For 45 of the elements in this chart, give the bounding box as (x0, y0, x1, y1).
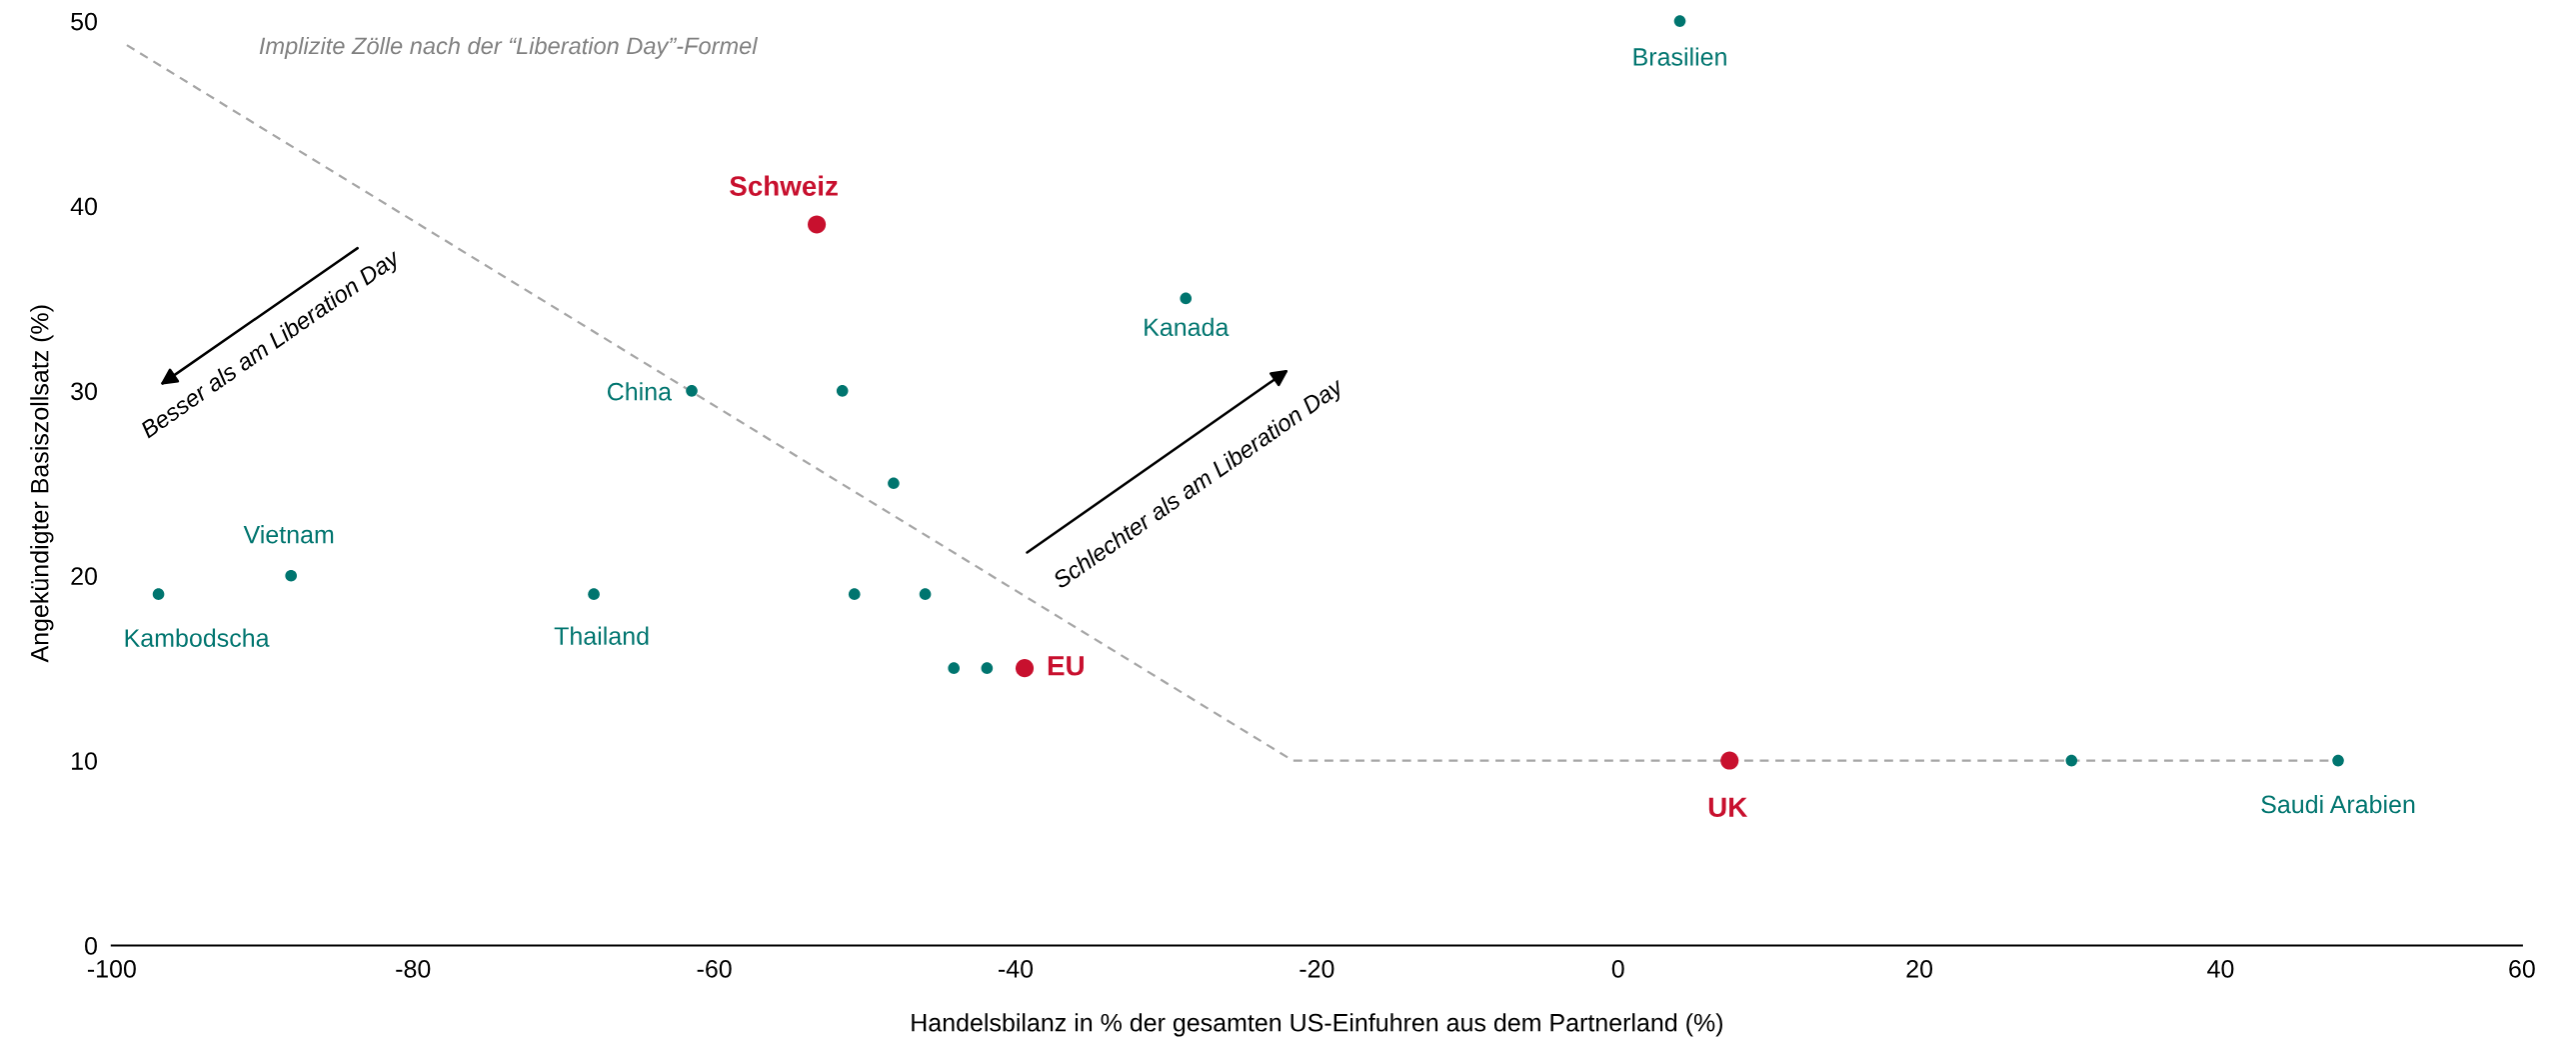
data-label: Brasilien (1633, 47, 1726, 66)
y-tick-label: 50 (71, 12, 97, 31)
point (1720, 751, 1739, 770)
data-label: Vietnam (243, 525, 334, 544)
x-tick-label: -60 (697, 959, 732, 978)
y-tick-label: 40 (70, 197, 97, 216)
point (1673, 15, 1686, 27)
point (2065, 754, 2078, 767)
x-tick-label: -80 (396, 959, 431, 978)
point (808, 215, 827, 234)
data-label: Kambodscha (125, 628, 270, 647)
point (686, 385, 698, 397)
data-label: UK (1708, 797, 1748, 818)
data-label: Schweiz (730, 175, 838, 196)
data-label: China (607, 382, 672, 401)
point (1015, 659, 1035, 678)
point (2332, 754, 2344, 767)
x-tick-label: 60 (2509, 959, 2535, 978)
y-tick-label: 20 (71, 567, 97, 585)
point (981, 662, 994, 674)
y-tick-label: 30 (71, 382, 97, 401)
point (588, 588, 600, 600)
point (888, 477, 900, 490)
x-tick-label: -20 (1299, 959, 1334, 978)
x-axis-title: Handelsbilanz in % der gesamten US-Einfuhren aus dem Partnerland (%) (912, 1013, 1722, 1037)
data-label: Saudi Arabien (2261, 794, 2415, 814)
point (948, 662, 961, 674)
point (919, 588, 932, 600)
point (1180, 292, 1193, 305)
point (836, 385, 849, 397)
text: Implizite Zölle nach der “Liberation Day”-Formel (259, 36, 759, 59)
point (848, 588, 861, 600)
data-label: EU (1048, 656, 1084, 676)
x-tick-label: 0 (1611, 959, 1624, 978)
x-tick-label: 20 (1906, 959, 1933, 978)
x-tick-label: 40 (2207, 959, 2234, 978)
point (152, 588, 165, 600)
x-tick-label: -40 (999, 959, 1034, 978)
data-label: Thailand (554, 626, 649, 645)
y-axis-title: Angekündigter Basiszollsatz (%) (30, 305, 54, 663)
point (285, 569, 297, 582)
y-tick-label: 0 (85, 937, 97, 955)
y-tick-label: 10 (72, 752, 97, 770)
data-label: Kanada (1145, 317, 1230, 337)
x-tick-label: -100 (87, 959, 136, 978)
